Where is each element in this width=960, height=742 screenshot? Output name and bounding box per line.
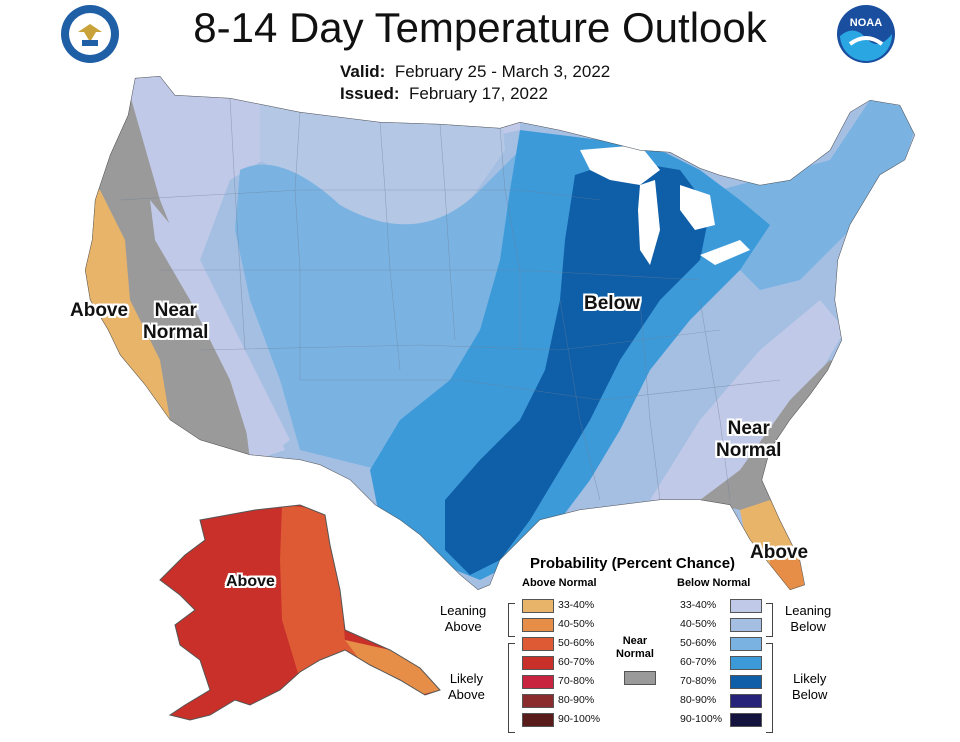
valid-label: Valid: bbox=[340, 62, 386, 81]
label-alaska-above: Above bbox=[226, 573, 275, 590]
label-se-near-2: Normal bbox=[716, 440, 782, 461]
below-swatch-4 bbox=[730, 675, 762, 689]
above-swatch-3 bbox=[522, 656, 554, 670]
below-swatch-3 bbox=[730, 656, 762, 670]
above-swatch-5 bbox=[522, 694, 554, 708]
below-range-label-4: 70-80% bbox=[680, 675, 717, 687]
legend-above-header: Above Normal bbox=[522, 577, 597, 589]
issued-value: February 17, 2022 bbox=[408, 84, 548, 103]
label-west-near-2: Normal bbox=[143, 322, 209, 343]
region-leaning-below-33-strip bbox=[150, 200, 285, 460]
legend: Probability (Percent Chance) Above Norma… bbox=[440, 555, 840, 740]
leaning-above-2: Above bbox=[444, 619, 482, 634]
commerce-seal-icon bbox=[61, 5, 119, 63]
above-range-label-1: 40-50% bbox=[558, 618, 595, 630]
svg-text:NOAA: NOAA bbox=[850, 17, 882, 29]
likely-below-1: Likely bbox=[793, 671, 827, 686]
legend-title: Probability (Percent Chance) bbox=[530, 555, 736, 572]
likely-above-1: Likely bbox=[449, 671, 484, 686]
below-swatch-5 bbox=[730, 694, 762, 708]
near-normal-swatch bbox=[624, 671, 656, 685]
issued-date: Issued: February 17, 2022 bbox=[340, 84, 548, 104]
lake-michigan bbox=[638, 180, 660, 265]
label-west-above: Above bbox=[70, 300, 129, 321]
below-range-label-2: 50-60% bbox=[680, 637, 717, 649]
below-range-label-1: 40-50% bbox=[680, 618, 717, 630]
near-2: Normal bbox=[616, 648, 654, 660]
brace-likely-above bbox=[508, 643, 515, 733]
label-se-near-1: Near bbox=[727, 418, 770, 439]
page-title: 8-14 Day Temperature Outlook bbox=[193, 4, 767, 51]
brace-leaning-below bbox=[766, 603, 773, 637]
noaa-logo-icon: NOAA bbox=[837, 5, 895, 63]
issued-label: Issued: bbox=[340, 84, 400, 103]
below-range-label-3: 60-70% bbox=[680, 656, 717, 668]
above-swatch-2 bbox=[522, 637, 554, 651]
below-swatch-6 bbox=[730, 713, 762, 727]
valid-value: February 25 - March 3, 2022 bbox=[394, 62, 611, 81]
label-se-near-normal: Near Normal bbox=[716, 418, 781, 462]
leaning-below-2: Below bbox=[790, 619, 826, 634]
label-west-near-normal: Near Normal bbox=[143, 300, 208, 344]
likely-below-2: Below bbox=[792, 687, 828, 702]
below-range-label-5: 80-90% bbox=[680, 694, 717, 706]
below-swatch-1 bbox=[730, 618, 762, 632]
leaning-below-1: Leaning bbox=[785, 603, 832, 618]
lake-huron bbox=[680, 185, 715, 230]
legend-likely-above: Likely Above bbox=[448, 671, 485, 703]
above-range-label-4: 70-80% bbox=[558, 675, 595, 687]
legend-leaning-above: Leaning Above bbox=[440, 603, 486, 635]
lake-erie bbox=[700, 240, 750, 265]
brace-likely-below bbox=[766, 643, 773, 733]
label-florida-above: Above bbox=[750, 542, 809, 563]
above-range-label-0: 33-40% bbox=[558, 599, 595, 611]
above-swatch-0 bbox=[522, 599, 554, 613]
region-likely-below-50-ne bbox=[720, 100, 915, 290]
below-swatch-2 bbox=[730, 637, 762, 651]
near-1: Near bbox=[622, 635, 648, 647]
above-swatch-4 bbox=[522, 675, 554, 689]
label-central-below: Below bbox=[584, 293, 640, 314]
region-leaning-below-north bbox=[260, 100, 505, 235]
leaning-above-1: Leaning bbox=[440, 603, 487, 618]
above-swatch-1 bbox=[522, 618, 554, 632]
above-range-label-6: 90-100% bbox=[558, 713, 601, 725]
label-west-near-1: Near bbox=[154, 300, 197, 321]
region-leaning-above-40-ak bbox=[345, 640, 440, 695]
below-range-label-0: 33-40% bbox=[680, 599, 717, 611]
below-range-label-6: 90-100% bbox=[680, 713, 723, 725]
region-likely-below-70 bbox=[445, 160, 710, 575]
legend-near-normal: Near Normal bbox=[616, 635, 654, 661]
legend-likely-below: Likely Below bbox=[792, 671, 827, 703]
above-swatch-6 bbox=[522, 713, 554, 727]
above-range-label-3: 60-70% bbox=[558, 656, 595, 668]
brace-leaning-above bbox=[508, 603, 515, 637]
legend-leaning-below: Leaning Below bbox=[785, 603, 831, 635]
region-leaning-below-33-se bbox=[650, 300, 845, 500]
region-likely-above-50-ak bbox=[280, 505, 440, 690]
likely-above-2: Above bbox=[448, 687, 485, 702]
below-swatch-0 bbox=[730, 599, 762, 613]
lake-superior bbox=[580, 145, 660, 185]
valid-dates: Valid: February 25 - March 3, 2022 bbox=[340, 62, 610, 82]
above-range-label-2: 50-60% bbox=[558, 637, 595, 649]
above-range-label-5: 80-90% bbox=[558, 694, 595, 706]
legend-below-header: Below Normal bbox=[677, 577, 751, 589]
alaska-shading bbox=[160, 505, 440, 720]
